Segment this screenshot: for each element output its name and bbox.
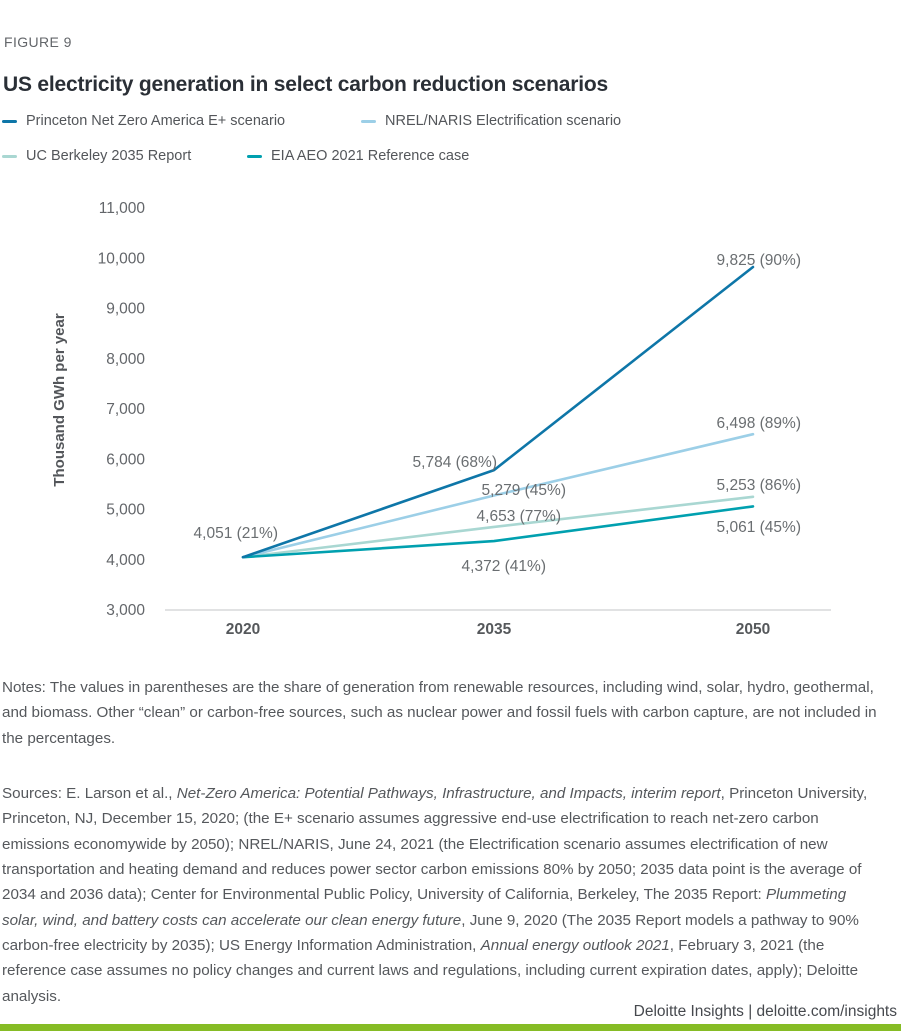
legend-dash-icon — [247, 154, 262, 158]
data-point-label: 5,784 (68%) — [413, 454, 497, 471]
y-axis-tick-label: 10,000 — [98, 250, 146, 267]
deloitte-insights-footer: Deloitte Insights | deloitte.com/insight… — [633, 1003, 897, 1020]
sources-text-segment: Net-Zero America: Potential Pathways, In… — [176, 785, 721, 803]
legend-row-1: Princeton Net Zero America E+ scenario NR… — [2, 111, 621, 131]
sources-text-segment: , Princeton University, Princeton, NJ, D… — [2, 785, 868, 904]
series-line-1 — [241, 432, 755, 559]
y-axis-tick-label: 4,000 — [106, 552, 145, 569]
x-axis-tick-label: 2035 — [477, 621, 512, 638]
chart-legend: Princeton Net Zero America E+ scenario NR… — [2, 111, 621, 181]
legend-item-1: NREL/NARIS Electrification scenario — [361, 113, 621, 129]
data-point-label: 6,498 (89%) — [717, 415, 801, 432]
series-line-0 — [241, 265, 755, 559]
y-axis-tick-label: 3,000 — [106, 602, 145, 619]
line-chart-svg: 3,000 4,000 5,000 6,000 7,000 8,000 9,000 10,00… — [51, 200, 831, 638]
legend-dash-icon — [2, 154, 17, 158]
data-point-label: 9,825 (90%) — [717, 252, 801, 269]
y-axis-tick-label: 5,000 — [106, 502, 145, 519]
legend-row-2: UC Berkeley 2035 Report EIA AEO 2021 Refe… — [2, 146, 621, 166]
line-chart: 3,000 4,000 5,000 6,000 7,000 8,000 9,000 10,00… — [0, 185, 901, 655]
legend-item-label: Princeton Net Zero America E+ scenario — [26, 113, 286, 129]
legend-item-label: UC Berkeley 2035 Report — [26, 148, 192, 164]
series-line-3 — [241, 505, 755, 559]
chart-sources: Sources: E. Larson et al., Net-Zero Amer… — [2, 781, 886, 1009]
x-axis-tick-label: 2020 — [226, 621, 260, 638]
y-axis-tick-label: 6,000 — [106, 451, 145, 468]
y-axis-tick-label: 7,000 — [106, 401, 145, 418]
y-axis-title: Thousand GWh per year — [51, 313, 68, 487]
sources-text-segment: , February 3, 2021 (the reference case a… — [2, 936, 859, 1005]
sources-text-segment: Sources: E. Larson et al., — [2, 785, 177, 803]
data-point-label: 4,372 (41%) — [462, 558, 546, 575]
legend-item-label: NREL/NARIS Electrification scenario — [385, 113, 622, 129]
data-point-label: 5,253 (86%) — [717, 477, 801, 494]
legend-item-2: UC Berkeley 2035 Report — [2, 148, 247, 164]
sources-text-segment: Plummeting solar, wind, and battery cost… — [2, 886, 847, 929]
sources-text-segment: Annual energy outlook 2021 — [480, 936, 670, 954]
data-point-label: 5,061 (45%) — [717, 519, 801, 536]
data-point-label: 4,653 (77%) — [477, 508, 561, 525]
legend-dash-icon — [361, 119, 376, 123]
legend-item-3: EIA AEO 2021 Reference case — [247, 148, 469, 164]
y-axis-tick-label: 8,000 — [106, 351, 145, 368]
y-axis-tick-label: 11,000 — [99, 200, 146, 217]
x-axis-tick-label: 2050 — [736, 621, 770, 638]
legend-item-label: EIA AEO 2021 Reference case — [271, 148, 470, 164]
sources-text-segment: , June 9, 2020 (The 2035 Report models a… — [2, 911, 859, 954]
chart-notes: Notes: The values in parentheses are the… — [2, 679, 877, 747]
legend-item-0: Princeton Net Zero America E+ scenario — [2, 113, 361, 129]
legend-dash-icon — [2, 119, 17, 123]
data-point-label: 4,051 (21%) — [194, 525, 278, 542]
brand-accent-bar — [0, 1024, 901, 1031]
figure-number-label: FIGURE 9 — [4, 34, 72, 50]
y-axis-tick-label: 9,000 — [106, 301, 145, 318]
chart-title: US electricity generation in select carb… — [3, 73, 608, 97]
series-line-2 — [241, 495, 755, 559]
data-point-label: 5,279 (45%) — [482, 482, 566, 499]
